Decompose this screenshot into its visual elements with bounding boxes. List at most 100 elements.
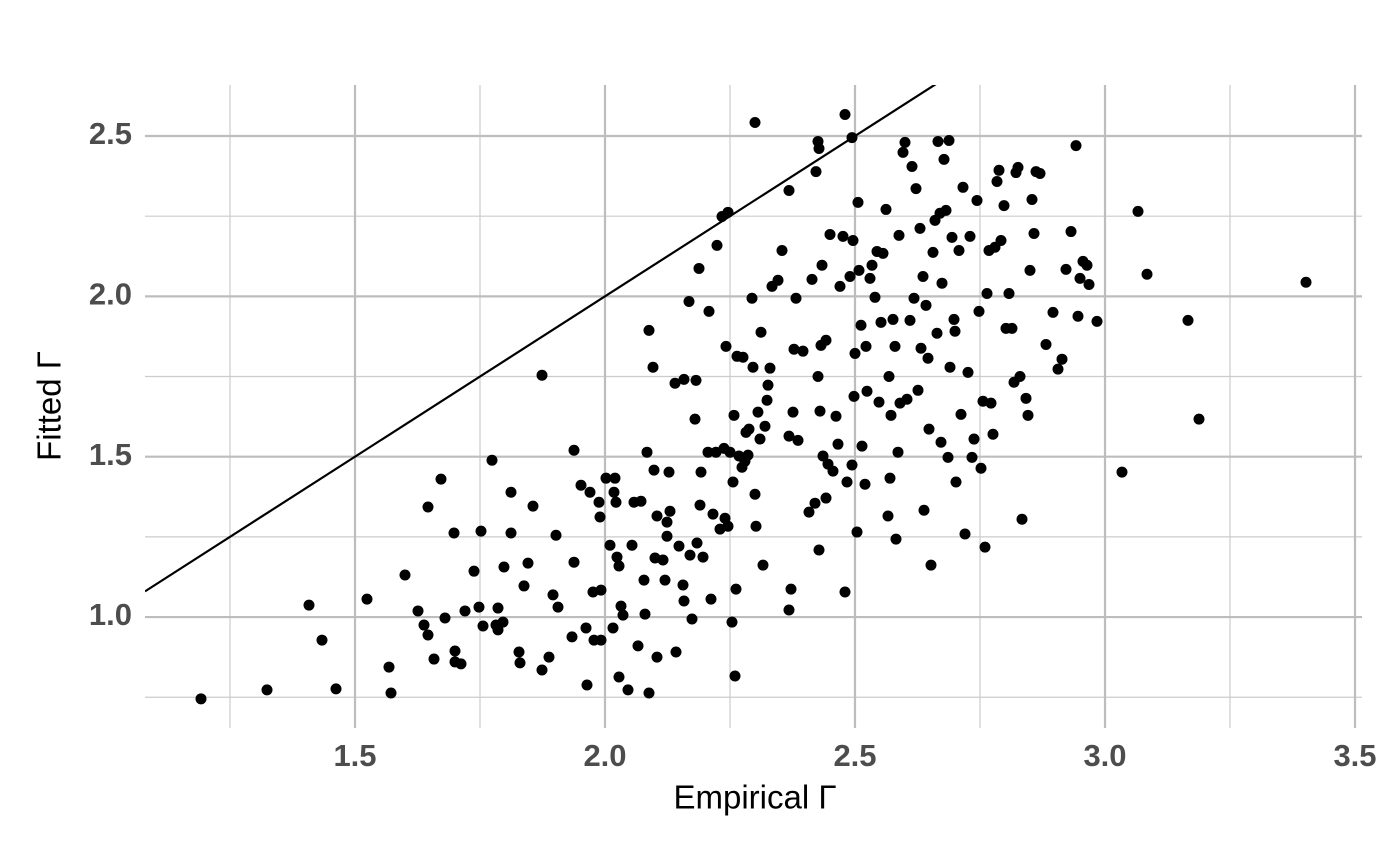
point [435,473,447,485]
point [981,287,993,299]
point [901,393,913,405]
point [813,544,825,556]
point [995,235,1007,247]
point [1040,338,1052,350]
point [1060,263,1072,275]
point [1083,278,1095,290]
point [702,446,714,458]
point [659,574,671,586]
point [859,478,871,490]
point [678,373,690,385]
point [412,605,424,617]
point [422,629,434,641]
point [772,274,784,286]
point [697,551,709,563]
point [492,602,504,614]
point [473,601,485,613]
point [747,361,759,373]
point [1012,161,1024,173]
point [946,231,958,243]
point [749,488,761,500]
point [917,270,929,282]
point [615,600,627,612]
point [912,384,924,396]
point [749,117,761,129]
point [935,436,947,448]
point [855,319,867,331]
point [1016,513,1028,525]
point [820,492,832,504]
point [809,497,821,509]
point [812,371,824,383]
point [439,612,451,624]
point [1070,140,1082,152]
point [844,270,856,282]
x-tick-label: 2.0 [583,738,626,773]
reference-line [145,85,937,593]
point [635,495,647,507]
point [897,146,909,158]
point [788,343,800,355]
point [853,264,865,276]
point [817,450,829,462]
point [664,505,676,517]
point [730,583,742,595]
point [776,244,788,256]
point [887,313,899,325]
point [938,153,950,165]
point [1072,310,1084,322]
point [663,466,675,478]
point [803,506,815,518]
point [1003,287,1015,299]
point [846,132,858,144]
point [513,646,525,658]
y-tick-label: 1.5 [89,437,132,472]
point [950,476,962,488]
point [595,634,607,646]
point [727,476,739,488]
point [1182,314,1194,326]
point [611,551,623,563]
point [852,196,864,208]
point [695,466,707,478]
point [604,539,616,551]
point [1052,363,1064,375]
point [1141,268,1153,280]
point [875,316,887,328]
point [742,449,754,461]
point [906,160,918,172]
point [752,406,764,418]
point [973,305,985,317]
point [975,462,987,474]
point [750,520,762,532]
point [669,377,681,389]
x-axis-title: Empirical Γ [673,779,836,816]
point [657,554,669,566]
point [568,444,580,456]
point [944,361,956,373]
point [647,361,659,373]
point [927,246,939,258]
point [783,185,795,197]
point [918,504,930,516]
point [993,164,1005,176]
point [962,366,974,378]
point [830,410,842,422]
point [316,634,328,646]
point [514,657,526,669]
x-tick-label: 3.5 [1333,738,1376,773]
point [527,500,539,512]
point [609,472,621,484]
point [814,405,826,417]
point [705,593,717,605]
point [673,540,685,552]
point [505,527,517,539]
point [991,176,1003,188]
point [729,670,741,682]
point [948,313,960,325]
point [885,409,897,421]
point [684,549,696,561]
point [691,537,703,549]
point [877,247,889,259]
point [920,299,932,311]
